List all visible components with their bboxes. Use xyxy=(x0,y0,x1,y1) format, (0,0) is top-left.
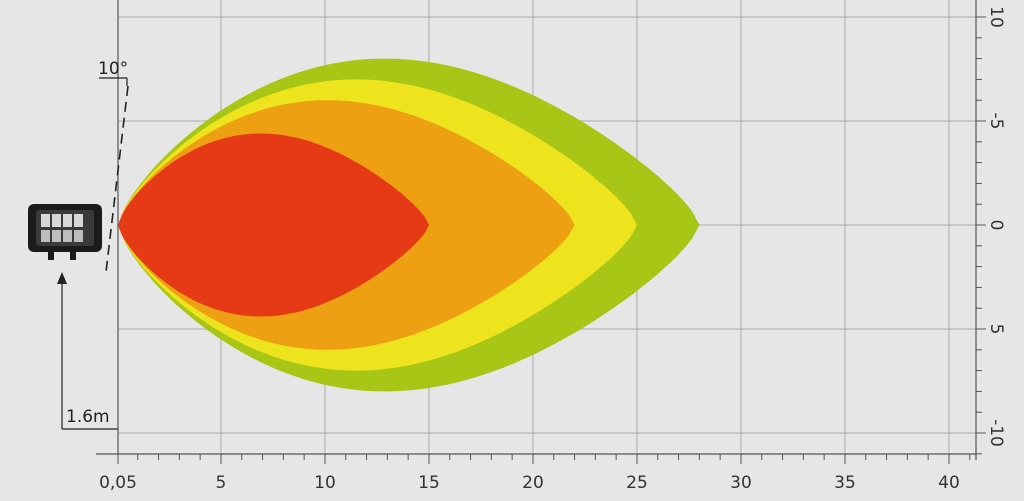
x-tick-label: 25 xyxy=(626,473,648,493)
y-tick-label: 5 xyxy=(986,324,1006,335)
x-tick-label: 40 xyxy=(938,473,960,493)
y-tick-label: 0 xyxy=(986,220,1006,231)
angle-label: 10° xyxy=(98,59,128,79)
x-tick-label: 30 xyxy=(730,473,752,493)
beam-zones xyxy=(118,58,700,392)
x-tick-label: 20 xyxy=(522,473,544,493)
y-tick-label: -10 xyxy=(986,419,1006,447)
x-tick-label: 0,05 xyxy=(99,473,137,493)
angle-annotation: 10° xyxy=(98,59,129,273)
x-tick-label: 5 xyxy=(216,473,227,493)
x-tick-label: 10 xyxy=(314,473,336,493)
x-axis-ticks: 0,05 5 10 15 20 25 30 35 40 xyxy=(99,454,971,493)
height-label: 1.6m xyxy=(66,407,110,427)
y-axis-ticks: 10 -5 0 5 -10 xyxy=(976,6,1006,455)
beam-zone-4 xyxy=(118,133,429,317)
axes xyxy=(96,0,977,460)
y-tick-label: -5 xyxy=(986,113,1006,130)
arrow-up-icon xyxy=(57,272,67,284)
work-lamp-icon xyxy=(28,204,102,260)
y-tick-label: 10 xyxy=(986,6,1006,28)
height-annotation: 1.6m xyxy=(57,272,118,430)
x-tick-label: 15 xyxy=(418,473,440,493)
x-tick-label: 35 xyxy=(834,473,856,493)
